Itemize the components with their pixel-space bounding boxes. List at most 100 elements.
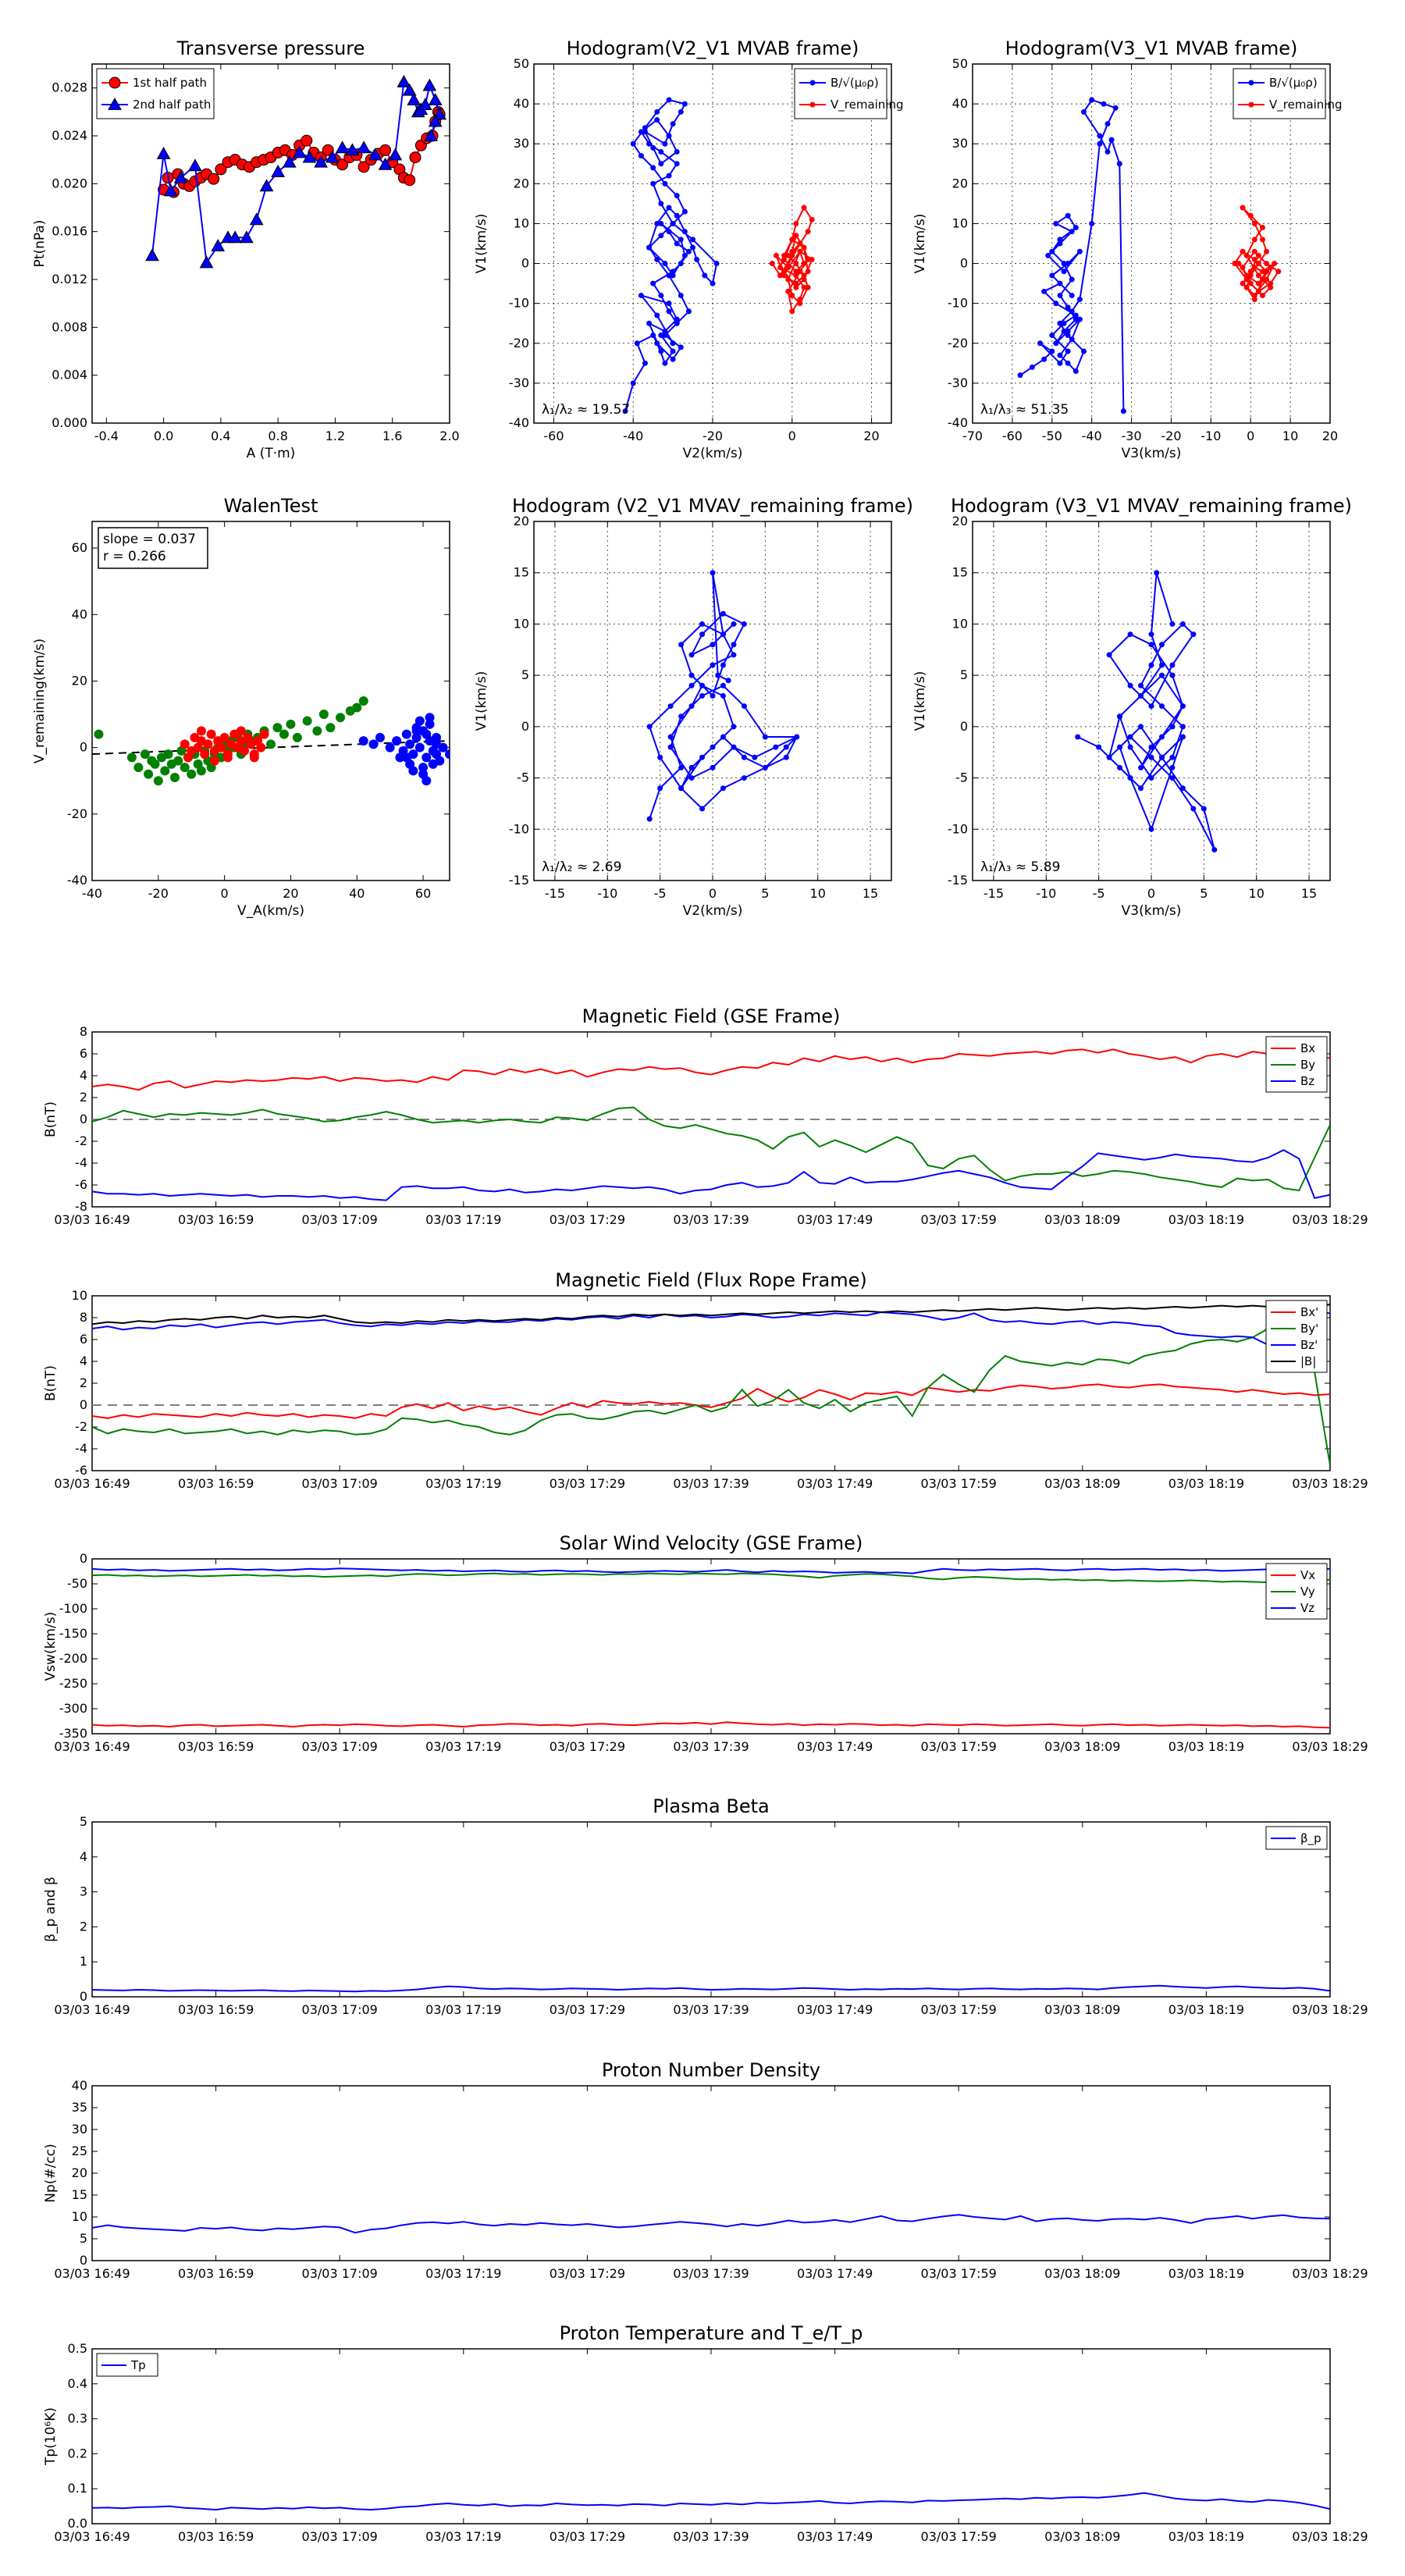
x-tick-label: 03/03 17:49 [797, 2002, 873, 2017]
series-line-β_p [92, 1984, 1330, 1993]
data-point [445, 749, 450, 760]
data-point [1106, 754, 1112, 760]
y-axis-label: Np(#/cc) [43, 2144, 59, 2202]
data-point [401, 729, 411, 739]
data-point [1041, 288, 1048, 294]
data-point [249, 753, 259, 763]
data-point [1148, 703, 1154, 710]
y-tick-label: 15 [952, 565, 968, 580]
data-point [662, 328, 668, 334]
data-point [215, 163, 227, 176]
y-axis-label: Tp(10⁶K) [43, 2407, 59, 2466]
legend-label: Bz [1300, 1074, 1314, 1088]
data-point [694, 256, 700, 262]
plot-frame [91, 1295, 1331, 1471]
data-point [662, 180, 668, 187]
data-point [731, 744, 737, 750]
data-point [667, 744, 674, 750]
data-point [1138, 682, 1144, 688]
y-tick-label: 15 [72, 2187, 87, 2202]
data-point [1148, 632, 1154, 638]
data-point [699, 754, 706, 760]
data-point [1076, 297, 1083, 303]
x-tick-label: 03/03 18:09 [1044, 2002, 1120, 2017]
data-point [1243, 276, 1250, 283]
data-point [654, 109, 660, 115]
y-tick-label: 40 [72, 607, 87, 621]
data-point [1138, 724, 1144, 730]
proton-density-chart: 03/03 16:49 03/03 16:59 03/03 17:09 03/03 1… [43, 2059, 1368, 2281]
x-tick-label: 03/03 17:59 [921, 1739, 997, 1754]
data-point [678, 292, 684, 298]
data-point [690, 244, 696, 251]
proton-temp-chart: 03/03 16:49 03/03 16:59 03/03 17:09 03/03 1… [43, 2322, 1368, 2544]
data-point [1108, 137, 1115, 143]
data-point [1169, 621, 1176, 627]
y-tick-label: -40 [509, 415, 529, 430]
x-tick-label: 03/03 18:09 [1044, 1212, 1120, 1227]
data-point [710, 744, 716, 750]
data-point [777, 272, 784, 279]
y-tick-label: -6 [75, 1177, 87, 1192]
data-point [678, 642, 685, 648]
plot-frame [91, 2085, 1331, 2261]
data-point [352, 703, 362, 713]
data-point [401, 753, 411, 763]
data-point [1057, 280, 1063, 286]
y-tick-label: 0.5 [68, 2341, 87, 2356]
x-tick-label: -20 [702, 429, 723, 443]
data-point [1120, 408, 1126, 415]
plot-area [92, 1984, 1330, 1993]
data-point [240, 230, 254, 244]
data-point [1259, 276, 1265, 283]
y-tick-label: -300 [59, 1701, 87, 1716]
data-point [642, 125, 648, 131]
ratio-annotation: λ₁/λ₂ ≈ 19.57 [542, 402, 630, 418]
data-point [1264, 276, 1270, 283]
plot-area [1017, 97, 1282, 415]
data-point [402, 83, 417, 96]
y-tick-label: 0.004 [52, 368, 87, 382]
data-point [1089, 220, 1095, 226]
data-point [1179, 734, 1186, 740]
data-point [1104, 121, 1111, 127]
x-tick-label: 03/03 18:19 [1168, 1739, 1244, 1754]
x-tick-label: 03/03 17:19 [425, 1476, 501, 1491]
data-point [1255, 252, 1261, 258]
data-point [1049, 333, 1055, 339]
x-tick-label: 20 [1322, 429, 1338, 443]
data-point [259, 729, 269, 739]
y-tick-label: 60 [72, 540, 87, 555]
y-tick-label: 2 [80, 1375, 87, 1390]
hodogram-v3v1-mvab-chart: -70 -60 -50 -40 -30 -20 -10 0 10 20 -40 -30 -20 -10 0 1… [912, 37, 1343, 461]
walen-test-chart: -40 -20 0 20 40 60 -40 -20 0 20 40 60 WalenTest V_A(k… [32, 495, 450, 919]
data-point [1041, 356, 1048, 362]
y-axis-label: V1(km/s) [474, 214, 489, 274]
data-point [1243, 284, 1250, 290]
series-line-0 [649, 572, 799, 820]
y-tick-label: 10 [952, 616, 968, 631]
x-tick-label: 15 [1301, 886, 1317, 901]
data-point [731, 652, 737, 658]
y-tick-label: 40 [72, 2078, 87, 2093]
data-point [783, 754, 789, 760]
data-point [1127, 632, 1133, 638]
data-point [292, 145, 307, 158]
x-tick-label: -70 [962, 429, 983, 443]
y-tick-label: 0.2 [68, 2446, 87, 2460]
data-point [292, 732, 302, 742]
data-point [630, 380, 636, 386]
data-point [1190, 632, 1197, 638]
data-point [1089, 97, 1095, 103]
data-point [678, 344, 684, 350]
y-tick-label: 0 [521, 719, 529, 734]
data-point [318, 710, 329, 720]
x-tick-label: -50 [1042, 429, 1062, 443]
data-point [720, 785, 726, 792]
y-axis-label: V1(km/s) [912, 214, 928, 274]
x-tick-label: 03/03 17:19 [425, 1739, 501, 1754]
y-tick-label: 20 [514, 514, 529, 528]
data-point [1072, 316, 1079, 322]
y-axis-label: Pt(nPa) [32, 220, 48, 268]
